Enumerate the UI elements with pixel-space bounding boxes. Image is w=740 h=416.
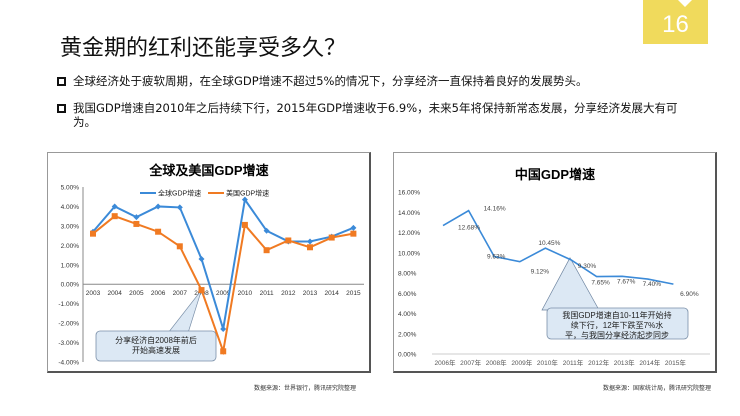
x-tick-label: 2008年 [486,358,507,367]
page-title: 黄金期的红利还能享受多久？ [60,36,347,61]
y-tick-label: -3.00% [58,340,79,347]
x-tick-label: 2012年 [588,358,609,367]
y-tick-label: 10.00% [398,250,420,257]
x-tick-label: 2015年 [665,358,686,367]
callout-box [546,307,689,340]
x-tick-label: 2008 [194,290,209,297]
us-marker [241,221,248,228]
y-tick-label: 5.00% [61,185,80,192]
data-label: 14.16% [484,206,506,213]
global-marker [111,203,118,210]
y-tick-label: -1.00% [58,301,79,308]
x-tick-label: 2006 [151,290,166,297]
y-tick-label: 0.00% [61,282,80,289]
us-marker [133,220,140,227]
us-marker [198,287,205,294]
global-us-gdp-chart: 全球及美国GDP增速 5.00% 4.00% 3.00% 2.00% 1.00% 0.00%… [47,152,371,373]
data-label: 7.65% [591,280,610,287]
global-marker [263,227,270,234]
page-number: 16 [662,11,689,38]
x-tick-label: 2013年 [614,358,635,367]
x-tick-label: 2009年 [511,358,532,367]
x-tick-label: 2010 [238,290,253,297]
global-marker [176,204,183,211]
x-tick-label: 2004 [107,290,122,297]
y-tick-label: 8.00% [398,271,417,278]
bullet-2: 我国GDP增速自2010年之后持续下行，2015年GDP增速收于6.9%，未来5… [57,101,697,129]
global-marker [307,238,313,245]
x-tick-label: 2014 [324,290,339,297]
global-marker [155,203,162,210]
us-marker [328,234,335,241]
chart-title: 全球及美国GDP增速 [148,163,268,178]
source-note-right: 数据来源：国家统计局，腾讯研究院整理 [603,385,712,392]
x-tick-label: 2012 [281,290,296,297]
china-gdp-chart: 中国GDP增速 16.00% 14.00% 12.00% 10.00% 8.00% 6.00… [393,152,717,373]
y-tick-label: 16.00% [398,190,420,197]
us-marker [307,244,313,251]
x-tick-label: 2007 [173,290,188,297]
us-marker [263,247,270,254]
x-tick-label: 2011年 [563,358,584,367]
x-tick-label: 2006年 [435,358,456,367]
bullet-1: 全球经济处于疲软周期，在全球GDP增速不超过5%的情况下，分享经济一直保持着良好… [57,74,707,88]
y-tick-label: 2.00% [398,331,417,338]
global-marker [198,255,205,262]
x-tick-label: 2007年 [460,358,481,367]
x-tick-label: 2003 [86,290,101,297]
x-tick-label: 2009 [216,290,231,297]
y-tick-label: 14.00% [398,210,420,217]
bullet-text: 全球经济处于疲软周期，在全球GDP增速不超过5%的情况下，分享经济一直保持着良好… [73,74,588,88]
callout-text: 分享经济自2008年前后开始高速发展 [115,335,197,355]
chart-title: 中国GDP增速 [515,167,595,182]
series-line-global [92,197,354,330]
data-label: 10.45% [538,240,560,247]
us-marker [90,230,96,237]
y-tick-label: 4.00% [61,204,80,211]
legend-label: 美国GDP增速 [226,189,269,198]
x-tick-label: 2010年 [537,358,558,367]
us-marker [111,213,118,220]
data-label: 7.40% [643,281,662,288]
data-label: 7.67% [617,278,636,285]
y-tick-label: 1.00% [61,262,80,269]
y-tick-label: 4.00% [398,311,417,318]
y-tick-label: 2.00% [61,243,80,250]
us-marker [350,230,357,237]
callout-box [95,330,217,362]
bullet-square-icon [57,104,66,113]
y-tick-label: -4.00% [58,360,79,367]
global-marker [133,214,140,221]
bullet-text: 我国GDP增速自2010年之后持续下行，2015年GDP增速收于6.9%，未来5… [73,101,678,129]
y-tick-label: 6.00% [398,291,417,298]
callout-text: 我国GDP增速自10-11年开始持续下行，12年下跌至7%水平，与我国分享经济起… [562,310,671,340]
x-tick-label: 2013 [303,290,318,297]
x-tick-label: 2014年 [639,358,660,367]
page-number-badge: 16 [643,0,708,44]
x-tick-label: 2015 [346,290,361,297]
bullet-square-icon [57,77,66,86]
data-label: 6.90% [680,291,699,298]
data-label: 12.68% [458,225,480,232]
x-tick-label: 2005 [129,290,144,297]
data-label: 9.12% [531,269,550,276]
y-tick-label: -2.00% [58,321,79,328]
source-note-left: 数据来源：世界银行，腾讯研究院整理 [254,385,357,392]
us-marker [285,237,292,244]
us-marker [220,348,227,355]
global-marker [350,224,357,231]
y-tick-label: 3.00% [61,223,80,230]
data-label: 9.63% [487,253,506,260]
data-label: 9.30% [578,263,597,270]
us-marker [176,243,183,250]
legend-label: 全球GDP增速 [158,189,201,198]
us-marker [155,228,162,235]
x-tick-label: 2011 [260,290,274,297]
y-tick-label: 12.00% [398,230,420,237]
global-marker [241,196,248,203]
series-line-china [442,209,674,285]
y-tick-label: 0.00% [398,352,417,359]
global-marker [220,325,227,332]
badge-notch [678,0,692,7]
